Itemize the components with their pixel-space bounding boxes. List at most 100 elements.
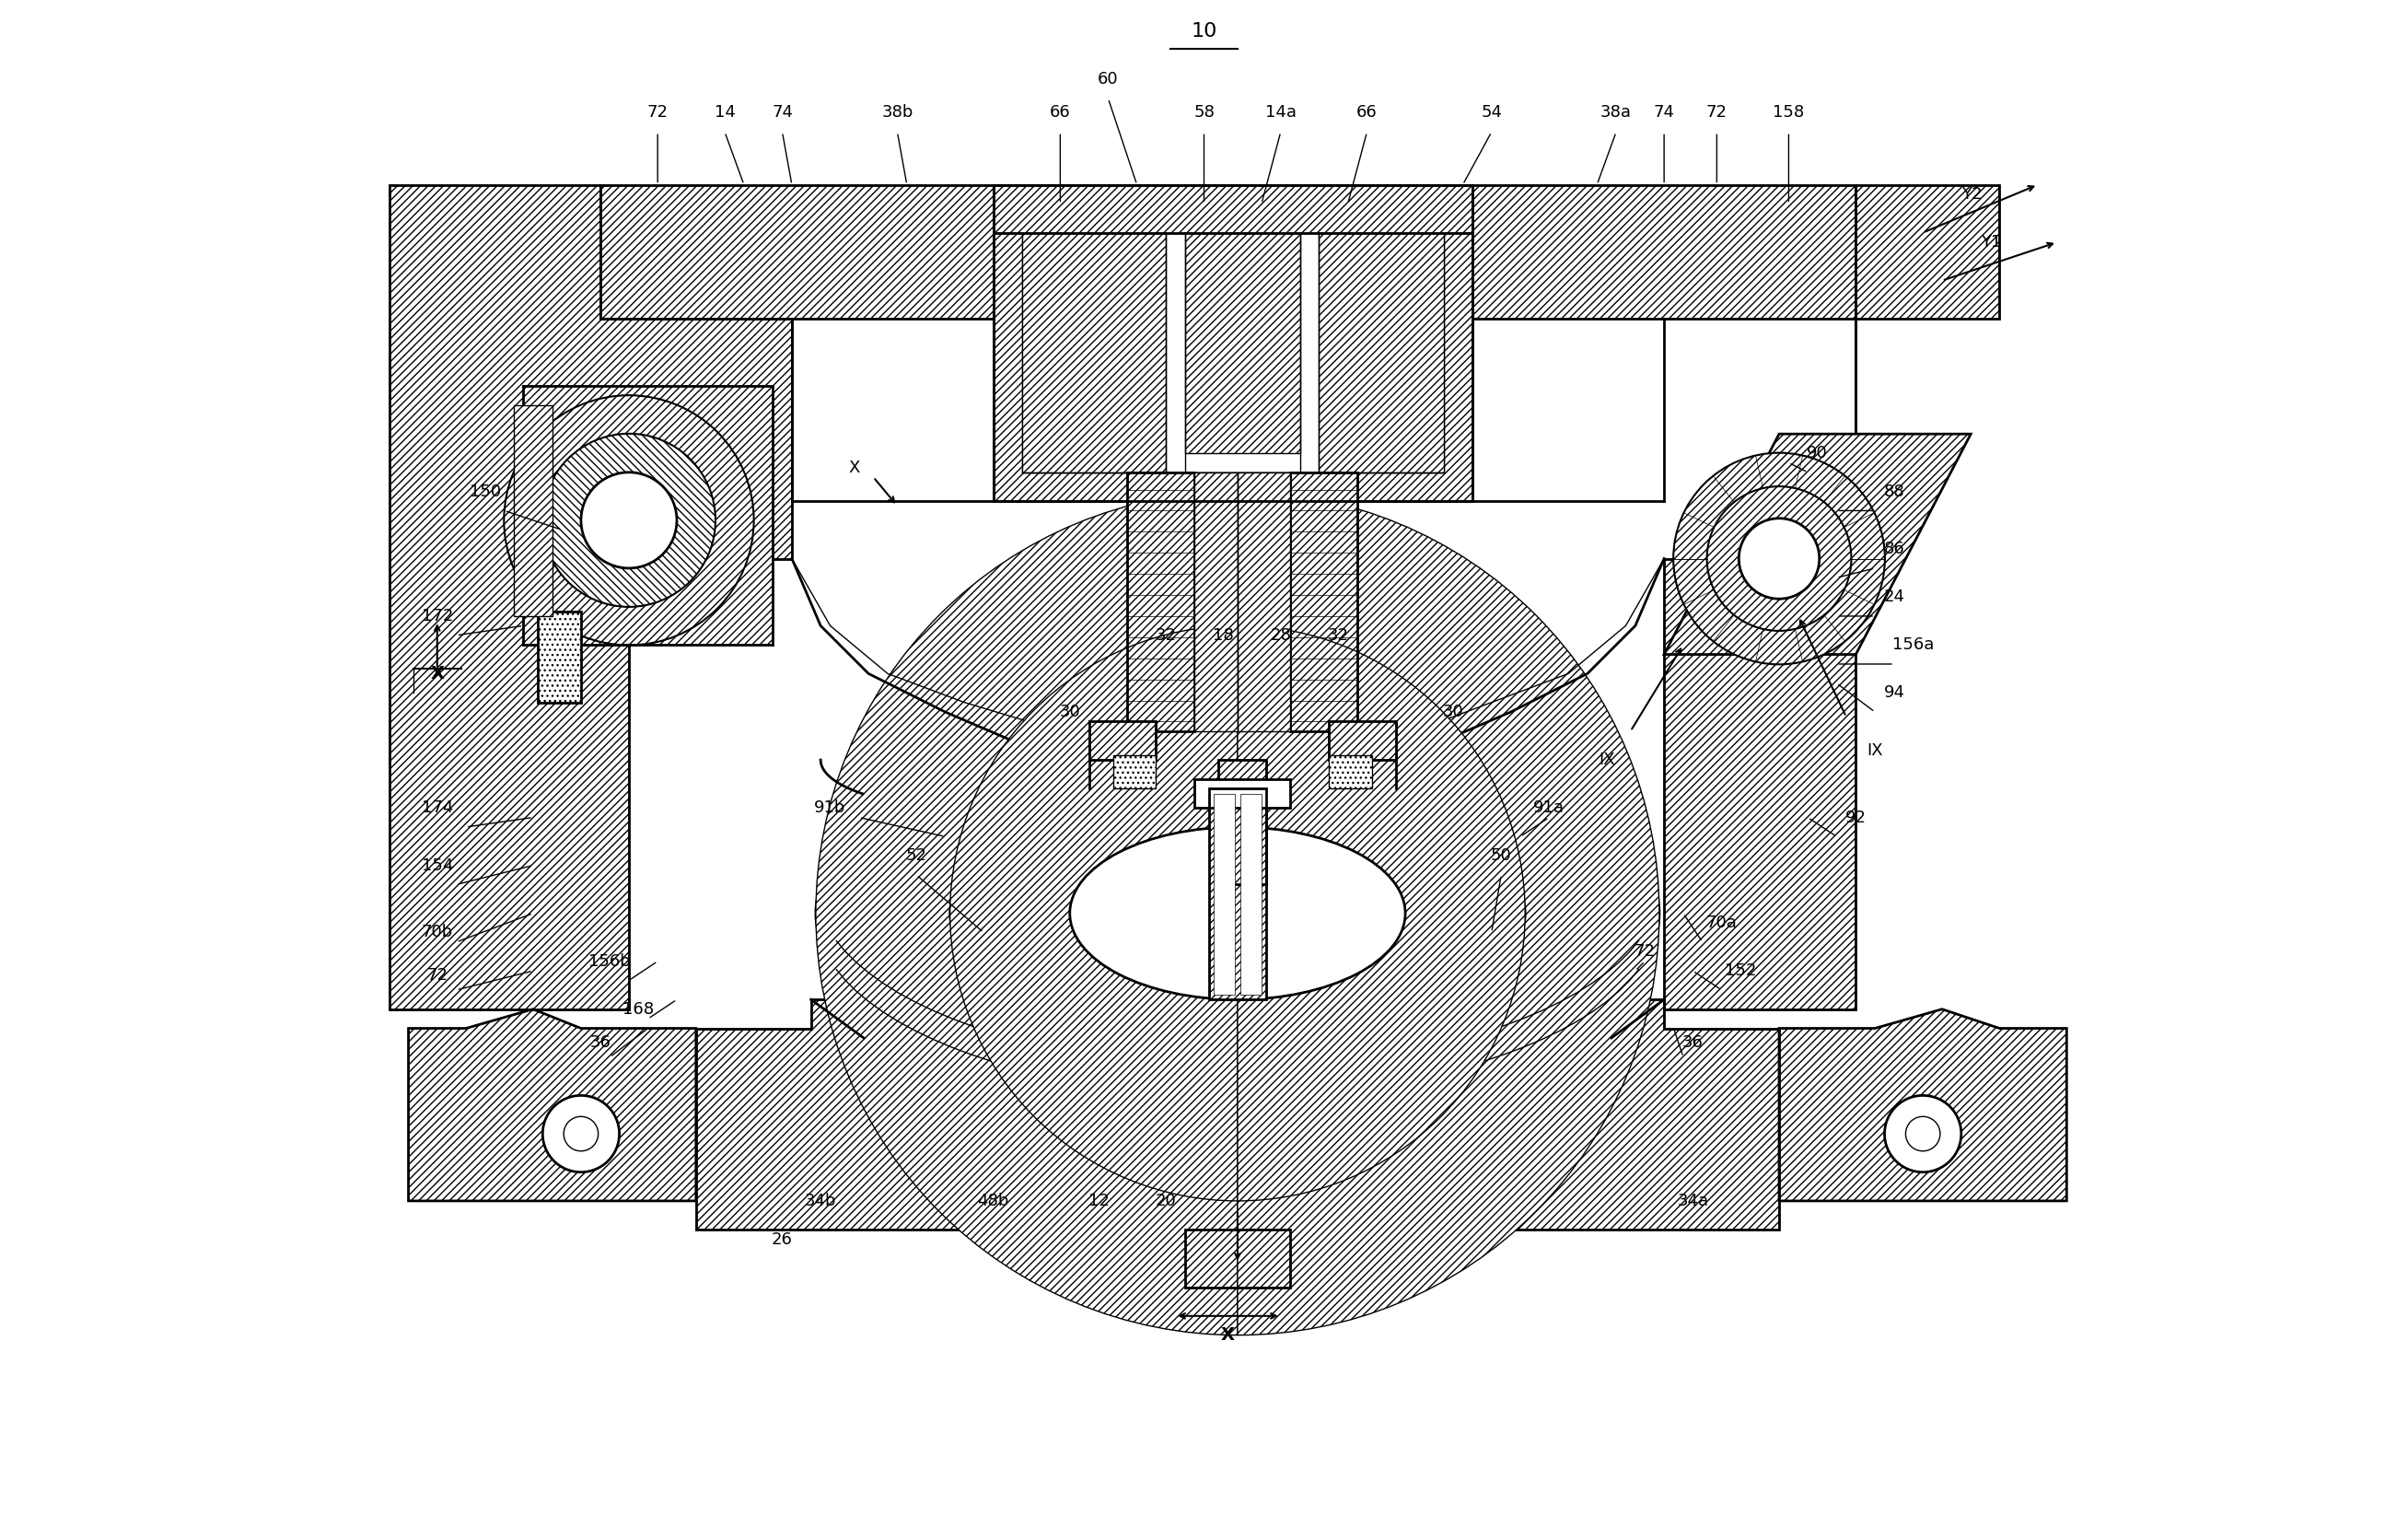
Text: 50: 50 <box>1491 848 1512 863</box>
Wedge shape <box>1707 486 1852 631</box>
Ellipse shape <box>1674 452 1885 663</box>
Polygon shape <box>1218 760 1267 885</box>
Text: 74: 74 <box>1654 105 1674 122</box>
Polygon shape <box>1209 788 1267 1000</box>
Text: 14a: 14a <box>1264 105 1296 122</box>
Polygon shape <box>600 185 1857 319</box>
Wedge shape <box>951 626 1238 1200</box>
Text: 172: 172 <box>421 608 453 625</box>
Bar <box>1112 756 1156 788</box>
Circle shape <box>563 1116 597 1151</box>
Text: X: X <box>1221 1327 1235 1344</box>
Bar <box>992 185 1471 502</box>
Bar <box>1329 756 1373 788</box>
Polygon shape <box>1320 232 1445 472</box>
Circle shape <box>542 1096 619 1173</box>
Text: 154: 154 <box>421 857 453 874</box>
Text: 52: 52 <box>905 848 927 863</box>
Text: 38b: 38b <box>881 105 913 122</box>
Bar <box>1194 779 1291 808</box>
Text: 74: 74 <box>771 105 792 122</box>
Polygon shape <box>1780 1010 2066 1200</box>
Polygon shape <box>1088 722 1156 760</box>
Polygon shape <box>696 1000 1780 1230</box>
Text: 88: 88 <box>1883 483 1905 500</box>
Wedge shape <box>542 434 715 606</box>
Bar <box>1194 472 1291 731</box>
Text: 18: 18 <box>1214 626 1233 643</box>
Text: 66: 66 <box>1356 105 1377 122</box>
Polygon shape <box>409 1010 696 1200</box>
Polygon shape <box>513 405 551 616</box>
Polygon shape <box>390 185 792 1010</box>
Text: 72: 72 <box>426 968 448 983</box>
Text: 94: 94 <box>1883 685 1905 702</box>
Ellipse shape <box>951 788 1524 1037</box>
Text: 24: 24 <box>1883 588 1905 605</box>
Text: 48b: 48b <box>978 1193 1009 1210</box>
Circle shape <box>503 396 754 645</box>
Polygon shape <box>1194 472 1238 731</box>
Polygon shape <box>1664 434 1970 654</box>
Polygon shape <box>992 185 1471 232</box>
Text: 152: 152 <box>1724 962 1755 979</box>
Text: 91b: 91b <box>814 800 845 816</box>
Polygon shape <box>1127 472 1194 731</box>
Bar <box>1240 794 1262 994</box>
Text: 150: 150 <box>470 483 501 500</box>
Wedge shape <box>1238 626 1524 1200</box>
Polygon shape <box>1238 472 1291 731</box>
Text: 12: 12 <box>1088 1193 1110 1210</box>
Text: 72: 72 <box>1707 105 1727 122</box>
Text: 174: 174 <box>421 800 453 816</box>
Text: 66: 66 <box>1050 105 1072 122</box>
Text: 28: 28 <box>1269 626 1291 643</box>
Ellipse shape <box>816 731 1659 1096</box>
Text: X: X <box>431 665 443 682</box>
Bar <box>537 611 580 702</box>
Text: IX: IX <box>1866 742 1883 759</box>
Text: 92: 92 <box>1845 810 1866 826</box>
Text: 34b: 34b <box>804 1193 836 1210</box>
Polygon shape <box>1021 232 1165 472</box>
Text: 168: 168 <box>624 1000 655 1017</box>
Text: 30: 30 <box>1442 703 1464 720</box>
Polygon shape <box>1664 185 1999 1010</box>
Text: 90: 90 <box>1806 445 1828 462</box>
Text: 26: 26 <box>771 1231 792 1248</box>
Text: 70a: 70a <box>1705 914 1736 931</box>
Polygon shape <box>992 203 1471 502</box>
Circle shape <box>1885 1096 1960 1173</box>
Text: 58: 58 <box>1194 105 1214 122</box>
Wedge shape <box>1674 452 1885 663</box>
Text: Y2: Y2 <box>1960 186 1982 203</box>
Text: 54: 54 <box>1481 105 1503 122</box>
Text: Y1: Y1 <box>1979 234 2001 251</box>
Text: 20: 20 <box>1156 1193 1175 1210</box>
Text: 36: 36 <box>1683 1034 1702 1051</box>
Text: 156a: 156a <box>1893 637 1934 653</box>
Text: X: X <box>848 459 860 476</box>
Text: 70b: 70b <box>421 925 453 940</box>
Text: 156b: 156b <box>588 953 631 970</box>
Text: 72: 72 <box>648 105 669 122</box>
Text: 91a: 91a <box>1534 800 1565 816</box>
Circle shape <box>1905 1116 1941 1151</box>
Text: 30: 30 <box>1060 703 1081 720</box>
Wedge shape <box>1238 491 1659 1336</box>
Text: 36: 36 <box>590 1034 612 1051</box>
Polygon shape <box>1185 232 1300 452</box>
Wedge shape <box>503 396 754 645</box>
Ellipse shape <box>1069 826 1406 1000</box>
Polygon shape <box>1185 1230 1291 1287</box>
Text: IX: IX <box>1599 751 1616 768</box>
Polygon shape <box>1329 722 1397 760</box>
Text: 14: 14 <box>715 105 734 122</box>
Wedge shape <box>816 491 1238 1336</box>
Circle shape <box>1739 519 1820 599</box>
Text: 32: 32 <box>1156 626 1175 643</box>
Text: 60: 60 <box>1098 71 1120 88</box>
Bar <box>1214 794 1235 994</box>
Circle shape <box>1707 486 1852 631</box>
Circle shape <box>542 434 715 606</box>
